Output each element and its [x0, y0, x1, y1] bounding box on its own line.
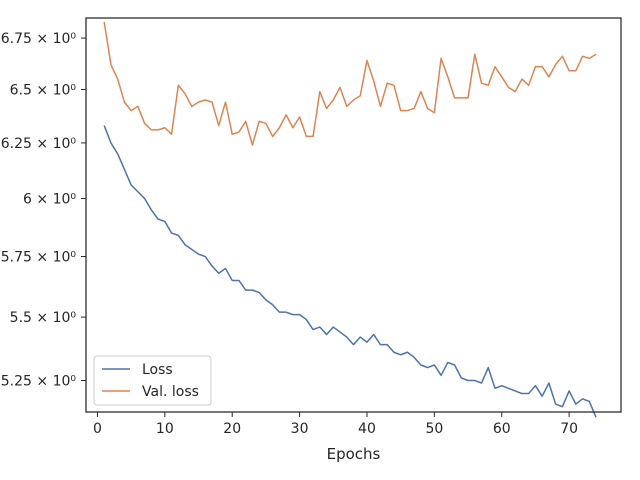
series-line-loss	[103, 125, 597, 418]
legend-label-val-loss: Val. loss	[142, 384, 199, 400]
legend-label-loss: Loss	[142, 362, 173, 378]
legend: Loss Val. loss	[93, 355, 212, 406]
y-tick-label: 5.5 × 10⁰	[10, 310, 77, 326]
y-tick-label: 6.75 × 10⁰	[1, 31, 77, 47]
y-tick-label: 5.25 × 10⁰	[1, 373, 77, 389]
x-tick-label: 70	[560, 421, 578, 437]
x-tick-label: 60	[493, 421, 511, 437]
x-tick-label: 40	[358, 421, 376, 437]
x-tick-label: 50	[425, 421, 443, 437]
x-tick-label: 20	[223, 421, 241, 437]
y-tick-label: 6.25 × 10⁰	[1, 136, 77, 152]
series-layer	[103, 21, 597, 418]
x-axis-label: Epochs	[327, 445, 381, 463]
tick-layer: 0 10 20 30 40 50 60 70 5.25 × 10⁰ 5.5 × 10⁰ 5.75 ×…	[1, 31, 578, 437]
plot-frame	[85, 17, 622, 413]
x-tick-label: 10	[156, 421, 174, 437]
y-tick-label: 6.5 × 10⁰	[10, 82, 77, 98]
x-tick-label: 0	[93, 421, 102, 437]
x-tick-label: 30	[291, 421, 309, 437]
y-tick-label: 6 × 10⁰	[23, 192, 76, 208]
y-tick-label: 5.75 × 10⁰	[1, 250, 77, 266]
series-line-val-loss	[103, 21, 597, 146]
